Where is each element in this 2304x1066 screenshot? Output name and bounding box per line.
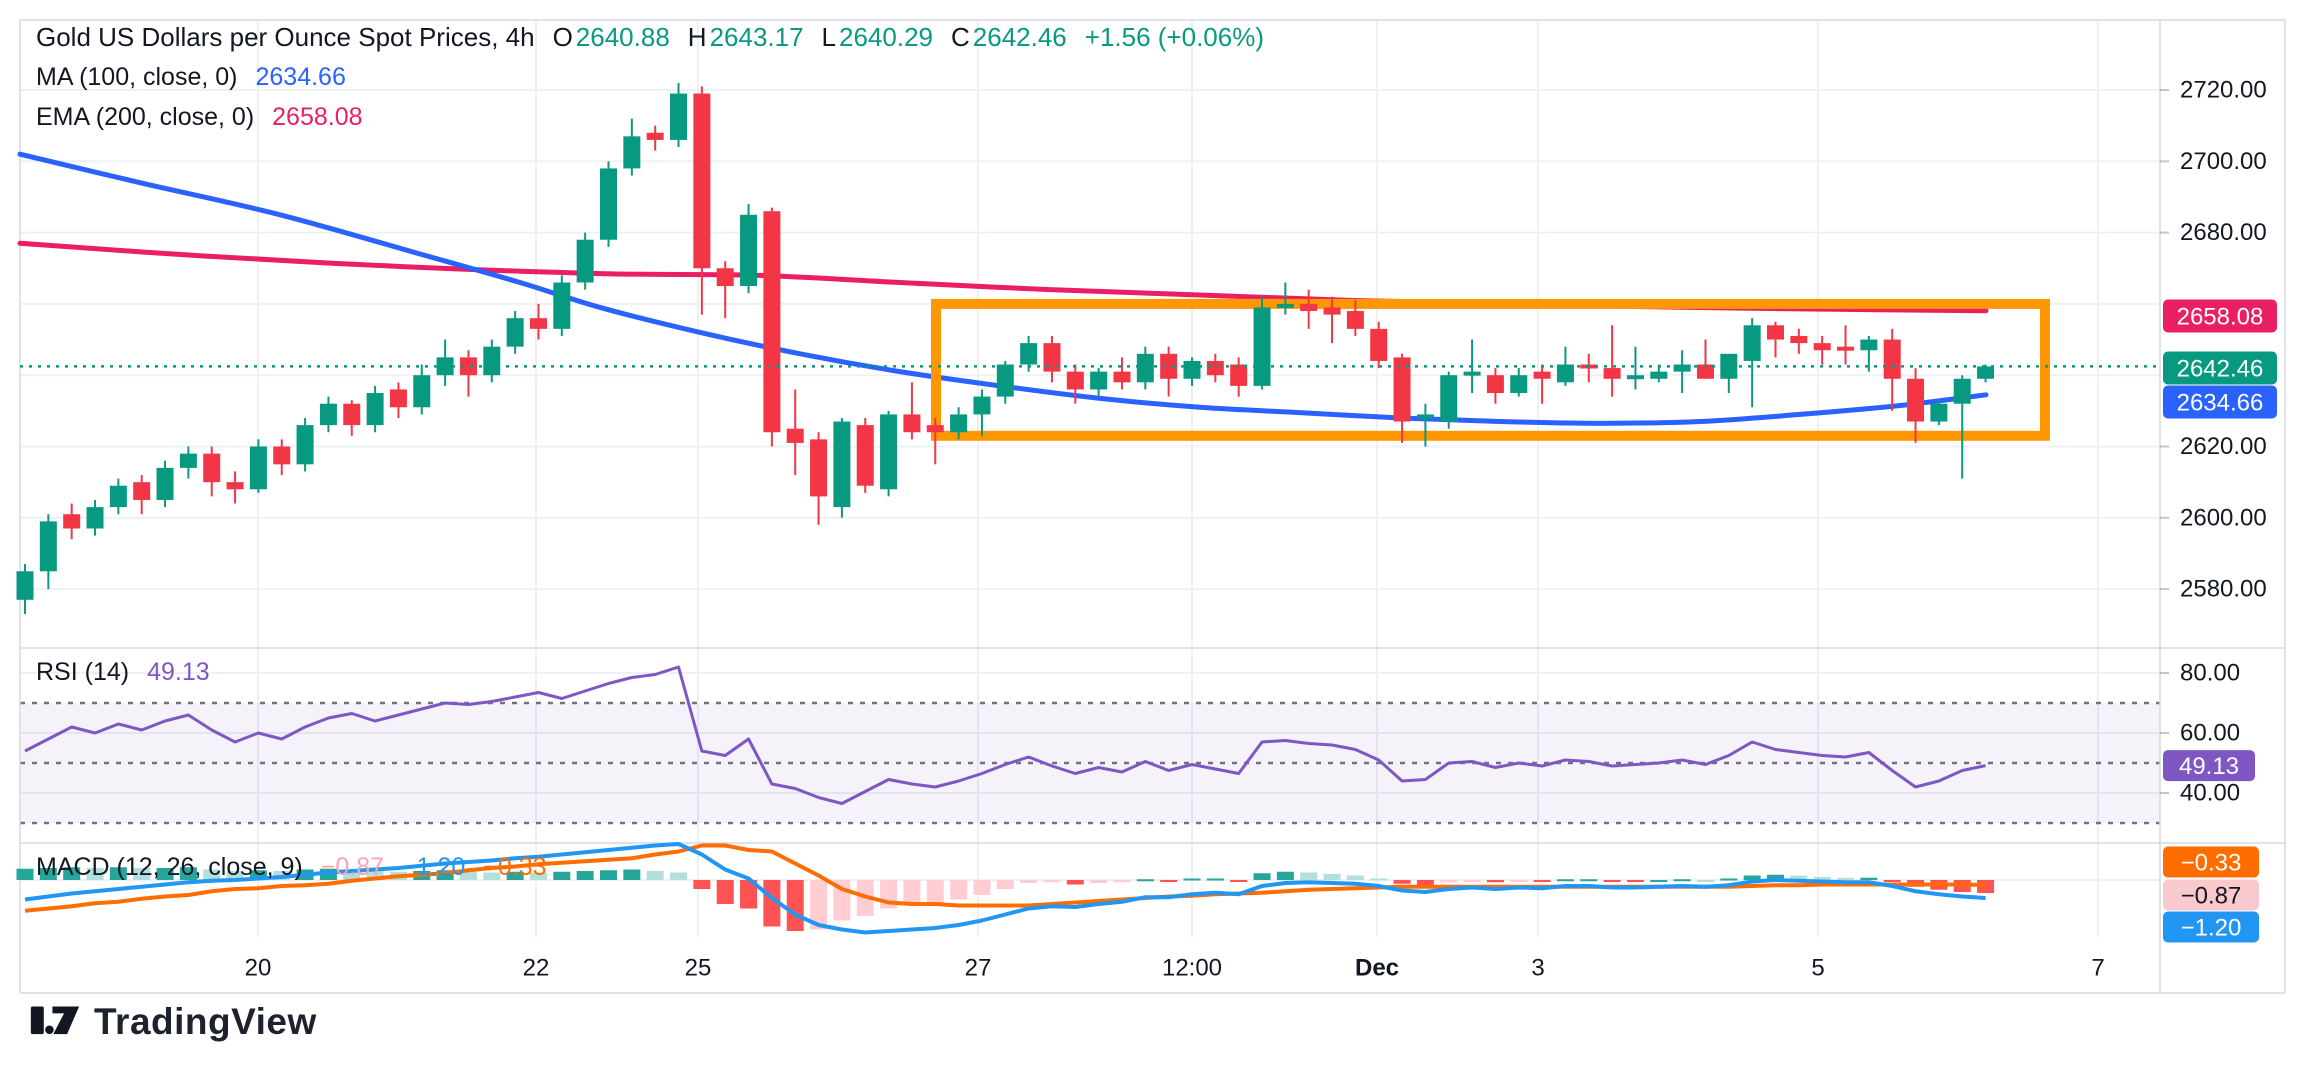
svg-text:2580.00: 2580.00 [2180, 576, 2267, 603]
symbol-legend-row[interactable]: Gold US Dollars per Ounce Spot Prices, 4… [36, 22, 1264, 53]
svg-text:22: 22 [523, 955, 550, 982]
svg-text:3: 3 [1531, 955, 1544, 982]
candlestick-series[interactable] [16, 82, 1995, 615]
ohlc-low: L 2640.29 [821, 22, 933, 52]
svg-text:60.00: 60.00 [2180, 720, 2240, 747]
rsi-value: 49.13 [147, 658, 210, 686]
svg-text:2642.46: 2642.46 [2177, 356, 2264, 383]
svg-text:20: 20 [245, 955, 272, 982]
svg-text:25: 25 [685, 955, 712, 982]
macd-hist-value: −0.87 [320, 853, 385, 881]
rsi-legend-row[interactable]: RSI (14) 49.13 [36, 658, 210, 687]
svg-text:Dec: Dec [1355, 955, 1399, 982]
price-scale[interactable]: 2720.00 2700.00 2680.00 2620.00 2600.00 2580.… [2160, 77, 2277, 943]
ma100-line[interactable] [17, 151, 1989, 426]
macd-legend-row[interactable]: MACD (12, 26, close, 9) −0.87 −1.20 −0.3… [36, 853, 547, 882]
macd-title: MACD (12, 26, close, 9) [36, 853, 303, 881]
svg-text:2620.00: 2620.00 [2180, 433, 2267, 460]
svg-text:7: 7 [2091, 955, 2104, 982]
svg-text:80.00: 80.00 [2180, 660, 2240, 687]
svg-text:40.00: 40.00 [2180, 780, 2240, 807]
ema-value: 2658.08 [272, 103, 363, 131]
macd-line[interactable] [24, 842, 1986, 935]
ma-legend-row[interactable]: MA (100, close, 0) 2634.66 [36, 63, 346, 92]
range-box-drawing[interactable] [931, 298, 2050, 441]
tradingview-logo-icon [30, 1006, 80, 1035]
macd-line-value: −1.20 [402, 853, 466, 881]
macd-signal-value: −0.33 [483, 853, 547, 881]
svg-text:−1.20: −1.20 [2181, 915, 2242, 942]
svg-text:2600.00: 2600.00 [2180, 504, 2267, 531]
svg-text:2700.00: 2700.00 [2180, 148, 2267, 175]
brand-name: TradingView [94, 1001, 317, 1042]
ohlc-close: C 2642.46 [951, 22, 1067, 52]
svg-text:2634.66: 2634.66 [2177, 390, 2264, 417]
pane-borders [19, 19, 2286, 994]
svg-text:2680.00: 2680.00 [2180, 219, 2267, 246]
symbol-title: Gold US Dollars per Ounce Spot Prices, 4… [36, 22, 535, 52]
time-scale[interactable]: 20 22 25 27 12:00 Dec 3 5 7 [245, 955, 2105, 982]
rsi-line[interactable] [24, 665, 1986, 805]
svg-text:12:00: 12:00 [1162, 955, 1222, 982]
ma-title: MA (100, close, 0) [36, 63, 238, 91]
svg-text:5: 5 [1811, 955, 1824, 982]
svg-text:2658.08: 2658.08 [2177, 304, 2264, 331]
tradingview-attribution[interactable]: TradingView [30, 1000, 317, 1044]
price-change: +1.56 (+0.06%) [1084, 22, 1264, 52]
ohlc-open: O 2640.88 [552, 22, 670, 52]
ema-legend-row[interactable]: EMA (200, close, 0) 2658.08 [36, 103, 363, 132]
rsi-title: RSI (14) [36, 658, 130, 686]
rsi-band [20, 701, 2160, 825]
svg-text:−0.87: −0.87 [2181, 883, 2242, 910]
svg-text:27: 27 [965, 955, 992, 982]
ohlc-high: H 2643.17 [687, 22, 804, 52]
ema-title: EMA (200, close, 0) [36, 103, 255, 131]
svg-text:49.13: 49.13 [2179, 753, 2239, 780]
svg-text:2720.00: 2720.00 [2180, 77, 2267, 104]
ma-value: 2634.66 [255, 63, 346, 91]
svg-text:−0.33: −0.33 [2181, 850, 2242, 877]
